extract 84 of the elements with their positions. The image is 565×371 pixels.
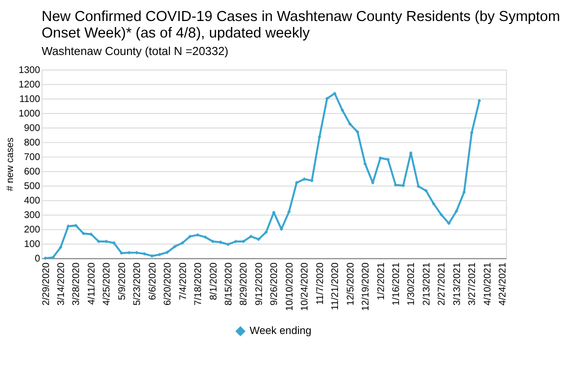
- x-tick-label: 9/26/2020: [269, 262, 280, 306]
- y-tick-label: 0: [34, 254, 40, 265]
- x-tick-label: 10/10/2020: [284, 262, 296, 311]
- y-tick-label: 300: [24, 210, 40, 222]
- point: [310, 178, 314, 182]
- y-tick-label: 1000: [18, 108, 40, 120]
- x-tick-label: 8/1/2020: [208, 262, 220, 300]
- x-tick-label: 1/16/2021: [390, 262, 402, 306]
- point: [165, 250, 170, 254]
- point: [203, 235, 208, 239]
- point: [424, 188, 428, 192]
- y-tick-label: 900: [24, 122, 40, 134]
- point: [348, 122, 352, 126]
- point: [211, 240, 215, 244]
- point: [447, 222, 451, 226]
- line-series: [44, 92, 482, 260]
- y-axis-title: # new cases: [4, 137, 16, 192]
- x-tick-label: 8/29/2020: [238, 262, 250, 306]
- point: [142, 252, 146, 256]
- point: [112, 241, 116, 245]
- x-tick-label: 4/24/2021: [498, 262, 509, 306]
- x-tick-label: 6/6/2020: [147, 262, 158, 300]
- x-tick-label: 12/19/2020: [360, 262, 372, 311]
- point: [325, 96, 329, 100]
- y-tick-label: 500: [24, 180, 40, 192]
- y-tick-label: 800: [24, 137, 40, 148]
- x-tick-label: 2/13/2021: [421, 262, 432, 306]
- point: [386, 158, 390, 162]
- y-tick-label: 600: [24, 166, 40, 178]
- x-tick-label: 4/10/2021: [482, 262, 494, 306]
- point: [196, 233, 200, 237]
- point: [318, 135, 322, 139]
- x-tick-label: 3/28/2020: [71, 262, 82, 306]
- x-tick-label: 12/5/2020: [345, 262, 356, 306]
- point: [120, 251, 124, 255]
- x-tick-label: 2/29/2020: [40, 262, 52, 306]
- point: [470, 130, 474, 134]
- point: [439, 212, 444, 216]
- y-tick-label: 700: [24, 152, 40, 163]
- point: [158, 252, 162, 256]
- y-tick-label: 1200: [18, 79, 40, 90]
- point: [51, 256, 55, 260]
- x-tick-label: 2/27/2021: [436, 262, 448, 306]
- x-tick-label: 11/7/2020: [314, 262, 326, 305]
- point: [454, 209, 458, 213]
- point: [432, 202, 436, 206]
- point: [416, 184, 420, 188]
- legend-label: Week ending: [250, 325, 312, 338]
- x-tick-label: 3/27/2021: [467, 262, 478, 306]
- x-tick-label: 6/20/2020: [162, 262, 174, 306]
- x-tick-label: 7/4/2020: [178, 262, 189, 300]
- x-tick-label: 4/11/2020: [86, 262, 98, 305]
- point: [340, 108, 344, 112]
- x-tick-label: 11/21/2020: [330, 262, 342, 310]
- x-tick-label: 8/15/2020: [224, 262, 234, 306]
- y-tick-label: 100: [24, 239, 40, 250]
- x-tick-label: 7/18/2020: [193, 262, 204, 306]
- x-tick-label: 5/9/2020: [116, 262, 128, 300]
- x-tick-label: 9/12/2020: [254, 262, 265, 306]
- point: [74, 224, 78, 228]
- x-tick-label: 3/13/2021: [452, 262, 463, 306]
- point: [188, 234, 192, 238]
- point: [264, 230, 268, 234]
- x-tick-label: 1/2/2021: [376, 262, 387, 300]
- point: [150, 254, 154, 258]
- point: [173, 244, 177, 248]
- x-tick-label: 10/24/2020: [300, 262, 311, 311]
- y-tick-label: 400: [24, 196, 40, 207]
- y-tick-label: 1300: [18, 64, 40, 76]
- y-tick-label: 1100: [19, 94, 40, 105]
- x-tick-label: 5/23/2020: [132, 262, 144, 306]
- x-tick-label: 3/14/2020: [56, 262, 68, 306]
- x-tick-label: 1/30/2021: [406, 262, 418, 306]
- chart-subtitle: Washtenaw County (total N =20332): [42, 45, 229, 58]
- point: [356, 130, 360, 134]
- point: [363, 162, 367, 166]
- point: [249, 234, 253, 238]
- x-tick-label: 4/25/2020: [102, 262, 113, 306]
- y-tick-label: 200: [24, 224, 40, 236]
- point: [256, 237, 260, 242]
- chart-title: New Confirmed COVID-19 Cases in Washtenaw County Residents (by Symptom Onset Week)* (as of 4/8), updated weekly: [42, 9, 560, 42]
- point: [82, 232, 86, 236]
- point: [180, 241, 184, 245]
- point: [58, 245, 62, 250]
